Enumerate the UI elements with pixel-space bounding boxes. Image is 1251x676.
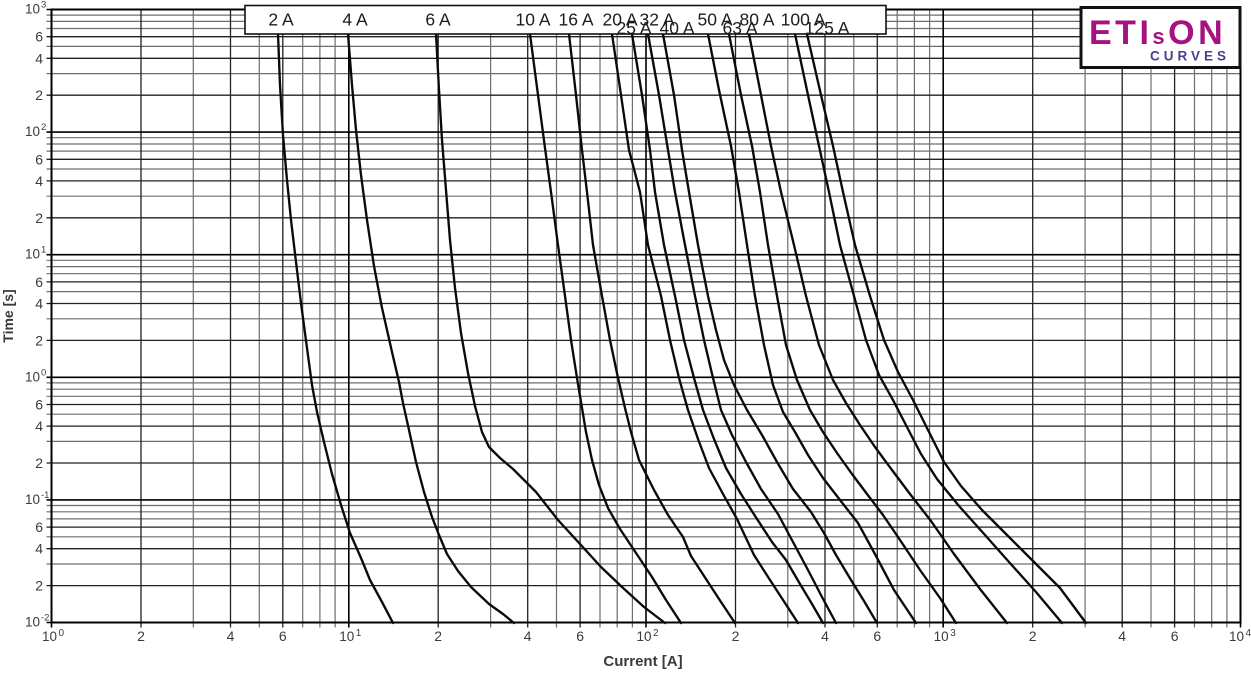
svg-text:10: 10 [636, 629, 651, 644]
svg-text:25 A: 25 A [616, 18, 651, 38]
svg-text:2: 2 [35, 210, 43, 226]
svg-text:4: 4 [1118, 628, 1126, 644]
svg-text:6: 6 [279, 628, 287, 644]
svg-text:6: 6 [576, 628, 584, 644]
svg-text:10: 10 [934, 629, 949, 644]
svg-text:2 A: 2 A [268, 10, 294, 30]
svg-text:10: 10 [42, 629, 57, 644]
svg-text:1: 1 [356, 628, 362, 639]
svg-text:2: 2 [35, 87, 43, 103]
svg-text:6: 6 [1171, 628, 1179, 644]
svg-text:4: 4 [35, 50, 43, 66]
svg-text:4: 4 [35, 541, 43, 557]
svg-text:6: 6 [35, 274, 43, 290]
svg-text:4: 4 [1246, 628, 1251, 639]
svg-text:Time [s]: Time [s] [0, 289, 16, 342]
svg-text:3: 3 [950, 628, 956, 639]
svg-text:6 A: 6 A [425, 10, 451, 30]
svg-text:3: 3 [41, 0, 46, 11]
svg-text:6: 6 [35, 519, 43, 535]
svg-text:2: 2 [35, 578, 43, 594]
svg-text:10: 10 [339, 629, 354, 644]
svg-text:-2: -2 [41, 613, 49, 624]
svg-text:6: 6 [35, 397, 43, 413]
svg-text:-1: -1 [41, 490, 49, 501]
svg-text:10: 10 [25, 492, 40, 507]
svg-text:2: 2 [1029, 628, 1037, 644]
svg-text:10: 10 [1229, 629, 1244, 644]
svg-text:4: 4 [35, 296, 43, 312]
svg-text:4: 4 [821, 628, 829, 644]
svg-text:2: 2 [41, 122, 46, 133]
svg-text:1: 1 [41, 245, 46, 256]
svg-text:4 A: 4 A [342, 10, 368, 30]
svg-text:10: 10 [25, 369, 40, 384]
svg-text:4: 4 [35, 418, 43, 434]
svg-text:Current [A]: Current [A] [603, 653, 682, 670]
svg-text:63 A: 63 A [722, 18, 757, 38]
svg-text:0: 0 [41, 367, 46, 378]
svg-text:2: 2 [137, 628, 145, 644]
svg-text:40 A: 40 A [659, 18, 694, 38]
svg-text:10 A: 10 A [515, 10, 550, 30]
svg-text:4: 4 [35, 173, 43, 189]
svg-text:6: 6 [35, 29, 43, 45]
svg-text:0: 0 [59, 628, 65, 639]
svg-text:2: 2 [35, 332, 43, 348]
svg-text:2: 2 [653, 628, 659, 639]
svg-text:6: 6 [35, 151, 43, 167]
svg-text:2: 2 [35, 455, 43, 471]
svg-text:2: 2 [732, 628, 740, 644]
svg-text:10: 10 [25, 2, 40, 17]
svg-text:10: 10 [25, 615, 40, 630]
svg-text:10: 10 [25, 124, 40, 139]
svg-text:4: 4 [227, 628, 235, 644]
svg-text:6: 6 [873, 628, 881, 644]
svg-text:125 A: 125 A [805, 18, 850, 38]
svg-text:4: 4 [524, 628, 532, 644]
svg-text:CURVES: CURVES [1150, 49, 1230, 64]
svg-text:10: 10 [25, 247, 40, 262]
svg-text:16 A: 16 A [558, 10, 593, 30]
svg-text:2: 2 [434, 628, 442, 644]
